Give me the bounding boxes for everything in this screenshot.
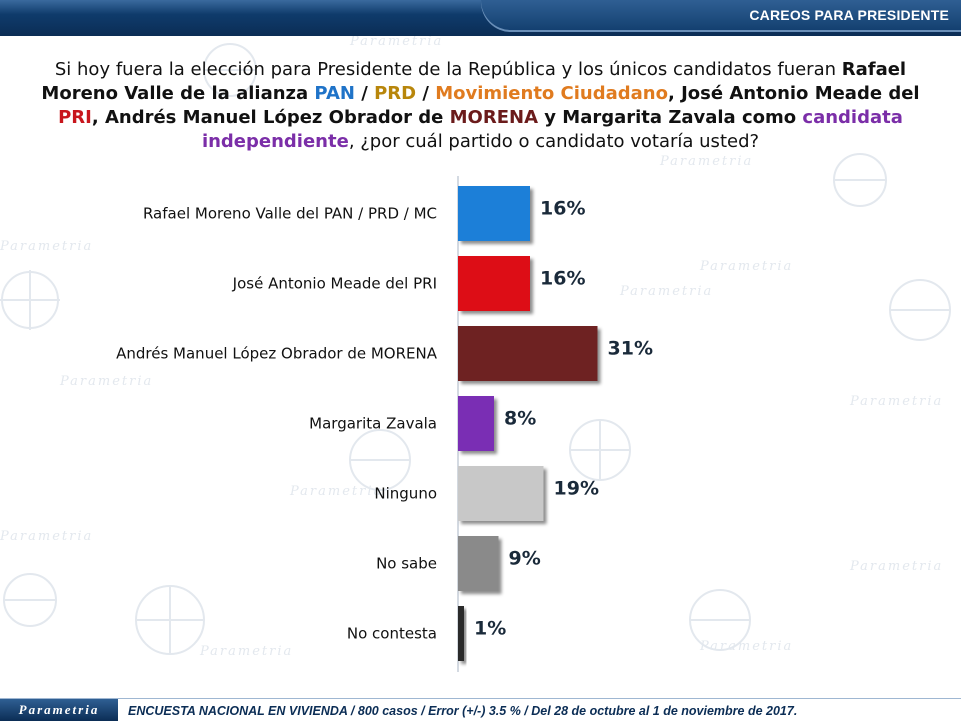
question-candidate-rmv: Rafael Moreno Valle de la alianza [41, 59, 907, 104]
category-label-6: No sabe [376, 555, 437, 573]
party-mc: Movimiento Ciudadano [435, 83, 668, 104]
party-pan: PAN [314, 83, 355, 104]
header-tab: CAREOS PARA PRESIDENTE [481, 0, 961, 32]
value-label-7: 1% [474, 618, 506, 640]
question-candidate-zavala: y Margarita Zavala como [538, 107, 803, 128]
category-label-1: Rafael Moreno Valle del PAN / PRD / MC [143, 205, 437, 223]
question-text: Si hoy fuera la elección para Presidente… [54, 59, 842, 80]
question-candidate-amlo: , Andrés Manuel López Obrador de [91, 107, 450, 128]
value-label-5: 19% [554, 478, 599, 500]
bar-6 [458, 536, 499, 591]
value-label-3: 31% [608, 338, 653, 360]
party-pri: PRI [58, 107, 92, 128]
value-label-6: 9% [509, 548, 541, 570]
survey-question: Si hoy fuera la elección para Presidente… [20, 58, 941, 154]
question-text-end: , ¿por cuál partido o candidato votaría … [348, 131, 760, 152]
parametria-logo: Parametria [0, 699, 118, 721]
category-label-4: Margarita Zavala [309, 415, 437, 433]
question-separator: / [354, 83, 375, 104]
category-label-3: Andrés Manuel López Obrador de MORENA [116, 345, 438, 363]
bar-4 [458, 396, 494, 451]
bar-5 [458, 466, 544, 521]
party-morena: MORENA [449, 107, 539, 128]
category-label-7: No contesta [347, 625, 437, 643]
bar-1 [458, 186, 530, 241]
footer-bar [0, 698, 961, 721]
independent-candidate: candidata independiente [201, 107, 903, 152]
bar-3 [458, 326, 598, 381]
question-candidate-meade: , José Antonio Meade del [668, 83, 920, 104]
value-label-2: 16% [540, 268, 585, 290]
question-separator: / [416, 83, 436, 104]
value-label-4: 8% [504, 408, 536, 430]
value-label-1: 16% [540, 198, 585, 220]
party-prd: PRD [374, 83, 417, 104]
category-label-2: José Antonio Meade del PRI [232, 275, 437, 293]
bar-7 [458, 606, 464, 661]
category-label-5: Ninguno [374, 485, 437, 503]
header-title: CAREOS PARA PRESIDENTE [749, 7, 949, 23]
survey-note: ENCUESTA NACIONAL EN VIVIENDA / 800 caso… [128, 704, 798, 718]
bar-2 [458, 256, 530, 311]
